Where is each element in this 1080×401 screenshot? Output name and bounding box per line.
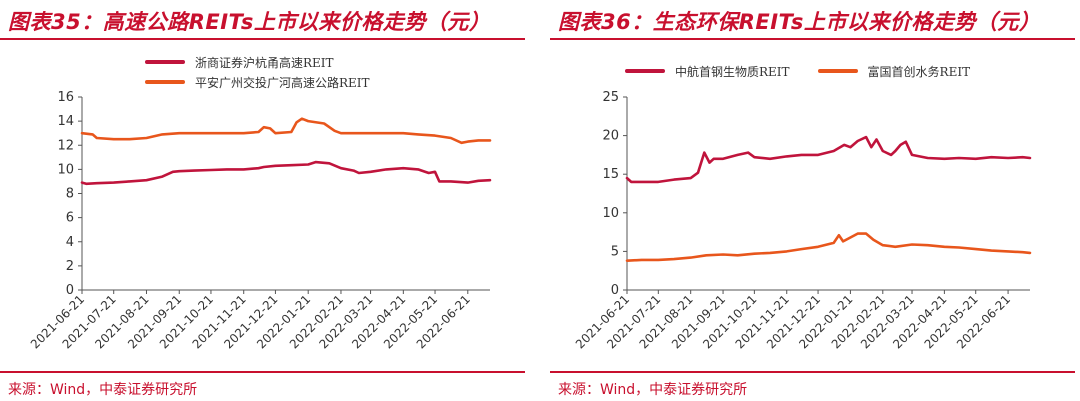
- highway-price-chart: 02468101214162021-06-212021-07-212021-08…: [28, 90, 492, 351]
- legend-item-shougang: 中航首钢生物质REIT: [625, 61, 790, 81]
- legend-swatch: [625, 69, 665, 73]
- chart-panel-highway: 图表35：高速公路REITs上市以来价格走势（元） 0 2 4 6 8 10 12 14 16 2…: [0, 0, 530, 401]
- chart-legend: 中航首钢生物质REIT 富国首创水务REIT: [625, 61, 998, 81]
- y-tick-label: 15: [602, 167, 619, 182]
- source-rule: [550, 371, 1075, 373]
- legend-label: 中航首钢生物质REIT: [675, 64, 790, 79]
- y-tick-label: 0: [66, 283, 74, 298]
- legend-swatch: [817, 69, 858, 73]
- series-line-1: [625, 135, 1032, 184]
- y-tick-label: 16: [57, 90, 74, 105]
- source-note: 来源：Wind，中泰证券研究所: [8, 382, 198, 398]
- chart-title: 图表35：高速公路REITs上市以来价格走势（元）: [8, 10, 491, 34]
- legend-swatch: [145, 60, 185, 64]
- chart-title: 图表36：生态环保REITs上市以来价格走势（元）: [558, 10, 1041, 34]
- series-line-1: [80, 160, 492, 186]
- legend-swatch: [145, 80, 185, 84]
- y-tick-label: 2: [66, 259, 74, 274]
- y-tick-label: 5: [611, 244, 619, 259]
- legend-item-pingan: 平安广州交投广河高速公路REIT: [145, 72, 370, 92]
- y-tick-label: 12: [57, 138, 74, 153]
- y-tick-label: 6: [66, 211, 74, 226]
- y-tick-label: 25: [602, 90, 619, 105]
- y-tick-label: 0: [611, 283, 619, 298]
- source-rule: [0, 371, 525, 373]
- y-tick-label: 14: [57, 114, 74, 129]
- series-line-2: [625, 232, 1032, 262]
- y-tick-label: 20: [602, 129, 619, 144]
- legend-item-fuguo: 富国首创水务REIT: [817, 61, 971, 81]
- source-note: 来源：Wind，中泰证券研究所: [558, 382, 748, 398]
- title-rule: [550, 38, 1075, 40]
- y-tick-label: 8: [66, 187, 74, 202]
- y-tick-label: 4: [66, 235, 74, 250]
- environment-price-chart: 05101520252021-06-212021-07-212021-08-21…: [573, 90, 1032, 351]
- y-tick-label: 10: [602, 206, 619, 221]
- series-line-2: [80, 117, 492, 145]
- chart-panel-environment: 图表36：生态环保REITs上市以来价格走势（元） 0 5 10 15 20 25 2021…: [550, 0, 1080, 401]
- y-tick-label: 10: [57, 162, 74, 177]
- legend-label: 浙商证券沪杭甬高速REIT: [195, 55, 334, 70]
- legend-item-zheshang: 浙商证券沪杭甬高速REIT: [145, 52, 370, 72]
- title-rule: [0, 38, 525, 40]
- legend-label: 富国首创水务REIT: [867, 64, 971, 79]
- legend-label: 平安广州交投广河高速公路REIT: [195, 75, 370, 90]
- chart-legend: 浙商证券沪杭甬高速REIT 平安广州交投广河高速公路REIT: [145, 52, 370, 92]
